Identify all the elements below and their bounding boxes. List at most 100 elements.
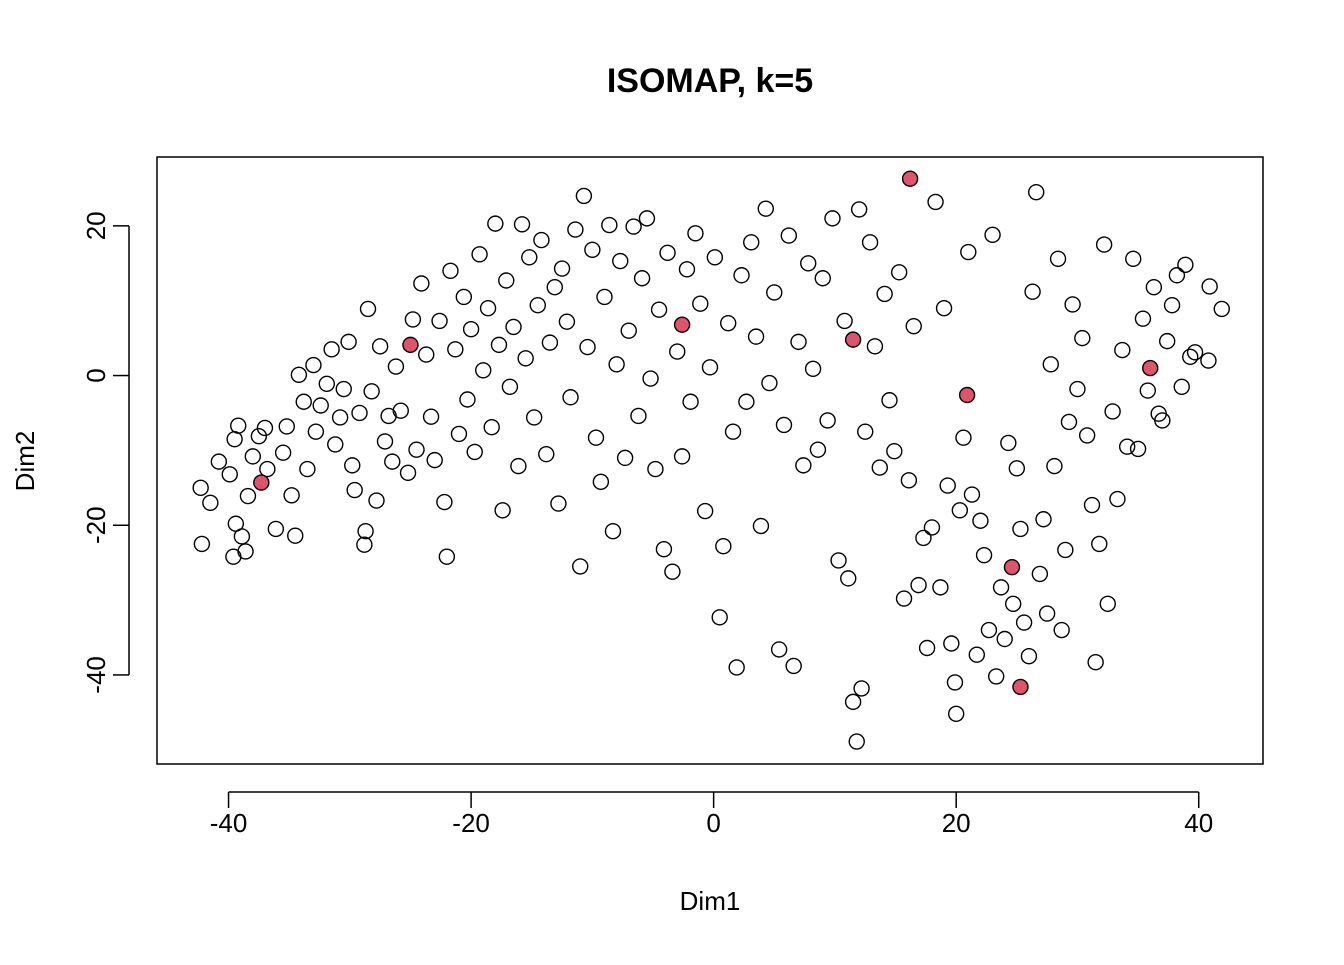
point: [202, 494, 219, 511]
point: [604, 523, 622, 540]
point: [1031, 565, 1049, 583]
point: [800, 255, 817, 272]
point: [402, 336, 419, 354]
point: [436, 493, 453, 511]
point: [701, 359, 719, 376]
point: [283, 487, 300, 504]
point: [487, 215, 504, 232]
point: [533, 231, 550, 249]
point: [239, 487, 257, 505]
point: [728, 659, 745, 676]
point: [466, 443, 483, 461]
point: [630, 407, 647, 425]
point: [923, 519, 941, 536]
point: [475, 362, 492, 379]
point: [592, 473, 610, 491]
point: [562, 389, 579, 406]
point: [972, 512, 989, 529]
point: [682, 393, 699, 410]
point: [521, 249, 538, 266]
point: [505, 318, 522, 336]
point: [1046, 457, 1063, 475]
point: [1099, 595, 1116, 613]
point: [1154, 412, 1171, 429]
point: [335, 380, 352, 398]
point: [1003, 558, 1021, 576]
point: [752, 517, 770, 535]
point: [1091, 535, 1108, 553]
point: [958, 386, 976, 404]
point: [620, 322, 637, 339]
point: [459, 391, 476, 408]
point: [980, 621, 998, 639]
point: [638, 210, 656, 227]
point: [1028, 183, 1045, 201]
point: [881, 392, 898, 409]
point: [1069, 380, 1086, 398]
point: [715, 537, 732, 555]
point: [1182, 348, 1199, 366]
x-axis-label: Dim1: [680, 886, 741, 916]
point: [1012, 520, 1029, 538]
point: [935, 299, 953, 317]
point: [287, 527, 304, 544]
point: [910, 576, 927, 594]
point: [659, 244, 676, 262]
point: [1004, 595, 1022, 613]
x-tick-label: -40: [210, 808, 248, 838]
point: [669, 343, 686, 360]
point: [673, 448, 691, 465]
point: [824, 210, 841, 227]
x-tick-label: 20: [942, 808, 971, 838]
point: [307, 423, 325, 440]
point: [471, 246, 488, 263]
point: [947, 705, 965, 723]
point: [918, 639, 936, 657]
point: [357, 523, 374, 540]
point: [1087, 654, 1104, 671]
point: [1173, 378, 1190, 395]
point: [1078, 427, 1096, 444]
point: [647, 460, 664, 478]
point: [244, 448, 262, 465]
point: [625, 218, 642, 235]
point: [368, 492, 385, 509]
point: [608, 356, 625, 373]
point: [1201, 278, 1218, 295]
point: [743, 234, 760, 251]
point: [426, 451, 443, 469]
point: [226, 430, 243, 448]
point: [305, 356, 322, 374]
point: [210, 453, 228, 470]
point: [278, 418, 295, 435]
point: [1083, 496, 1101, 514]
point: [738, 393, 755, 410]
point: [1213, 300, 1230, 318]
point: [501, 378, 519, 395]
point: [915, 529, 932, 547]
point: [1142, 359, 1159, 377]
point: [943, 635, 960, 652]
point: [719, 314, 737, 332]
point: [490, 336, 508, 354]
point: [1024, 283, 1041, 300]
point: [1129, 440, 1147, 458]
point: [1020, 648, 1038, 665]
point: [664, 563, 681, 580]
point: [975, 546, 993, 564]
point: [538, 445, 555, 463]
point: [901, 170, 919, 187]
point: [678, 261, 696, 278]
y-axis-label: Dim2: [10, 431, 40, 492]
point: [951, 502, 969, 519]
point: [1109, 490, 1126, 508]
point: [418, 346, 435, 363]
point: [804, 360, 822, 378]
point: [363, 383, 380, 400]
point: [494, 502, 511, 519]
point: [359, 300, 377, 318]
plot-frame: [156, 156, 1264, 765]
point: [462, 320, 480, 338]
point: [312, 397, 329, 414]
